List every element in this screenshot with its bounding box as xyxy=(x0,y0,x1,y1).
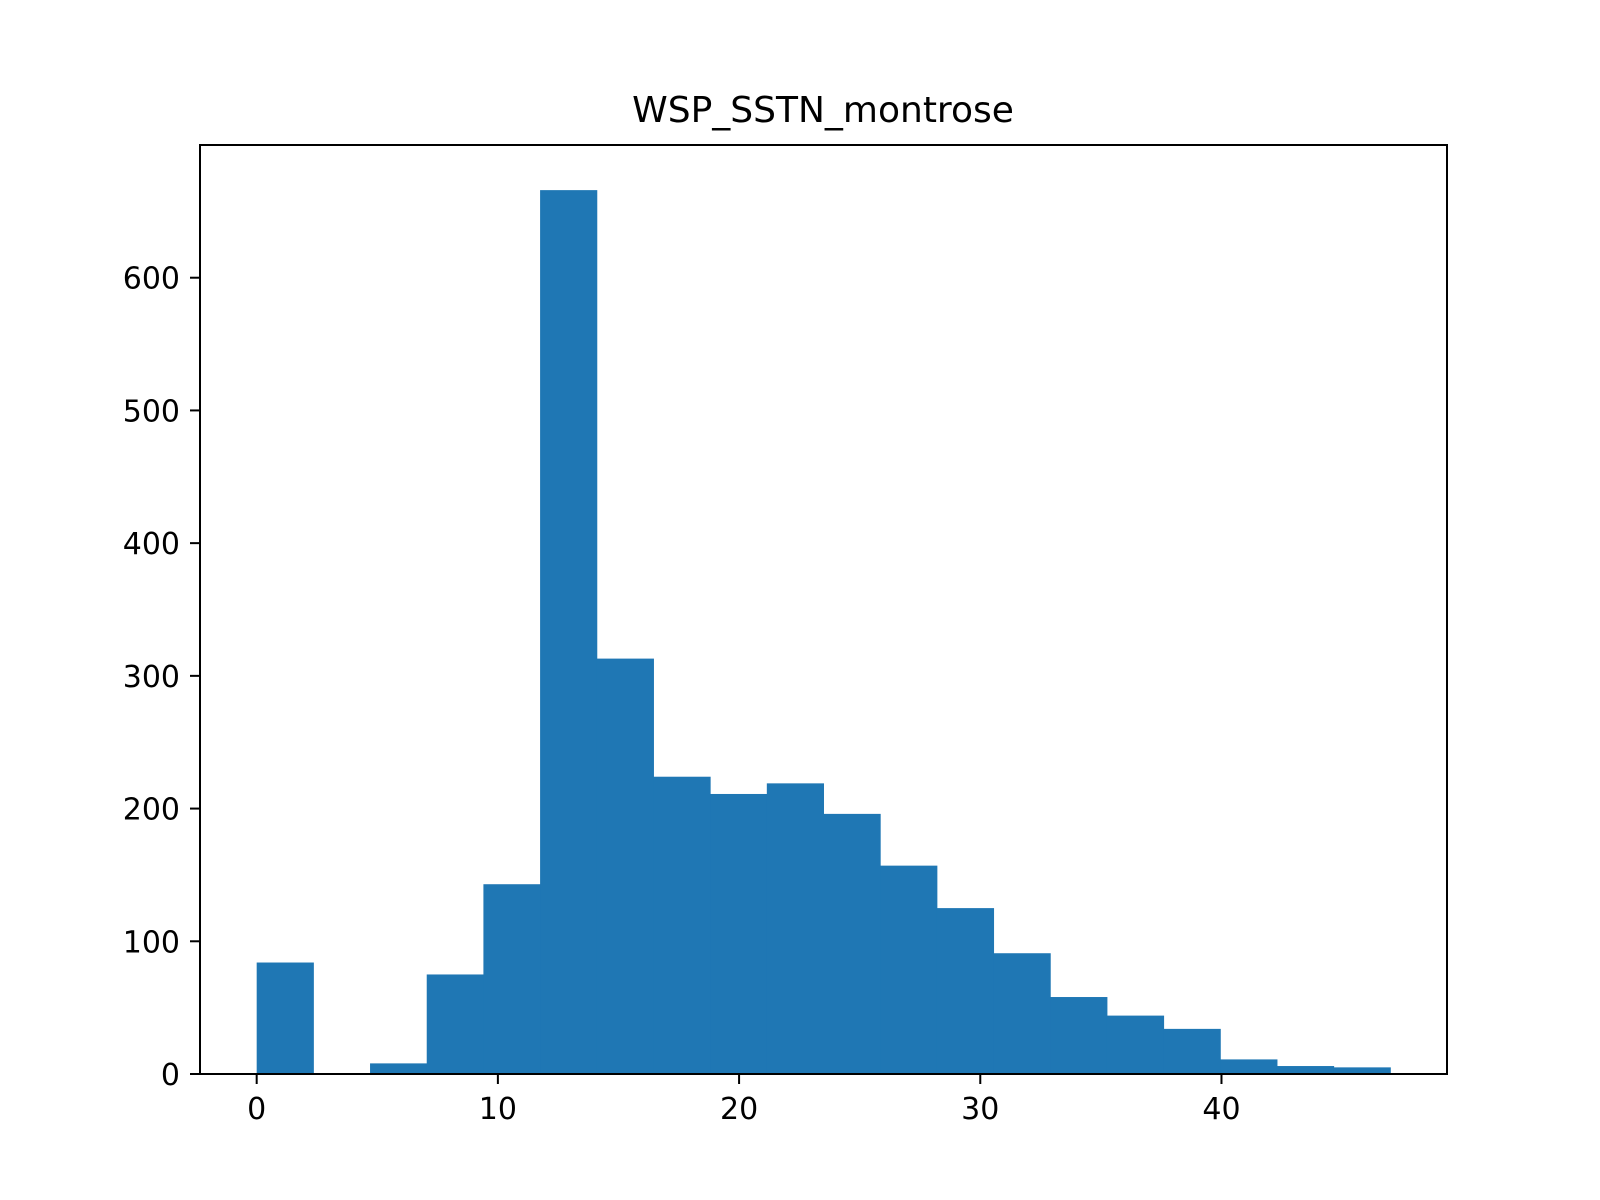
y-tick-label: 600 xyxy=(123,262,180,297)
y-tick-label: 100 xyxy=(123,925,180,960)
y-tick-label: 0 xyxy=(161,1058,180,1093)
histogram-bar xyxy=(823,813,881,1074)
histogram-bar xyxy=(426,974,484,1074)
histogram-bar xyxy=(483,884,541,1074)
histogram-bar xyxy=(1220,1059,1278,1074)
y-tick-label: 200 xyxy=(123,793,180,828)
chart-title: WSP_SSTN_montrose xyxy=(632,90,1014,131)
x-tick-label: 0 xyxy=(247,1092,266,1127)
x-tick-label: 40 xyxy=(1202,1092,1240,1127)
histogram-bar xyxy=(596,658,654,1074)
histogram-bar xyxy=(653,776,711,1074)
histogram-bar xyxy=(1333,1067,1391,1074)
histogram-bar xyxy=(1106,1015,1165,1074)
x-tick-label: 20 xyxy=(720,1092,758,1127)
y-tick-label: 500 xyxy=(123,394,180,429)
histogram-bar xyxy=(1276,1066,1335,1074)
x-tick-label: 10 xyxy=(479,1092,517,1127)
histogram-bar xyxy=(710,793,768,1074)
y-axis-ticks: 0 100 200 300 400 500 600 xyxy=(123,262,200,1093)
plot-frame xyxy=(199,144,1448,1075)
histogram-bar xyxy=(936,908,995,1074)
histogram-bar xyxy=(370,1063,428,1074)
y-tick-label: 300 xyxy=(123,660,180,695)
y-tick-label: 400 xyxy=(123,527,180,562)
histogram-bar xyxy=(1050,997,1108,1074)
histogram-bar xyxy=(766,783,824,1074)
histogram-bar xyxy=(880,865,938,1074)
x-axis-ticks: 0 10 20 30 40 xyxy=(247,1074,1241,1127)
x-tick-label: 30 xyxy=(961,1092,999,1127)
histogram-bars xyxy=(256,190,1391,1074)
histogram-bar xyxy=(1163,1028,1221,1074)
histogram-bar xyxy=(256,962,314,1074)
histogram-bar xyxy=(993,953,1051,1074)
histogram-bar xyxy=(540,190,598,1074)
